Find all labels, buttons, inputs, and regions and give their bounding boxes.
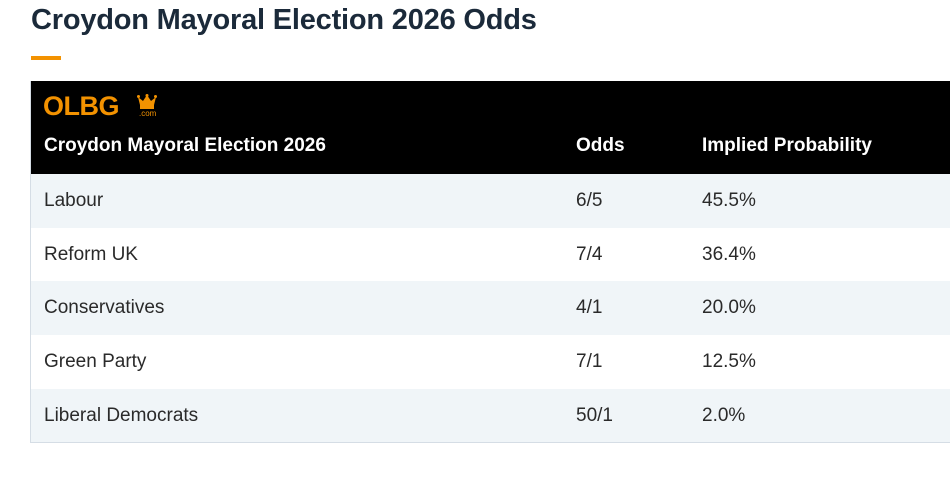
column-header-implied-probability: Implied Probability xyxy=(702,135,872,156)
implied-probability: 2.0% xyxy=(702,405,746,426)
implied-probability: 12.5% xyxy=(702,351,756,372)
odds-value: 50/1 xyxy=(576,405,613,426)
implied-probability: 36.4% xyxy=(702,244,756,265)
implied-probability: 45.5% xyxy=(702,190,756,211)
table-row: Conservatives 4/1 20.0% xyxy=(31,281,950,335)
table-row: Reform UK 7/4 36.4% xyxy=(31,228,950,282)
logo-text: OLBG xyxy=(43,91,120,121)
table-row: Labour 6/5 45.5% xyxy=(31,174,950,228)
column-header-odds: Odds xyxy=(576,135,625,156)
odds-value: 7/4 xyxy=(576,244,603,265)
column-header-market: Croydon Mayoral Election 2026 xyxy=(44,135,326,156)
candidate-name: Labour xyxy=(44,190,104,211)
implied-probability: 20.0% xyxy=(702,297,756,318)
candidate-name: Liberal Democrats xyxy=(44,405,199,426)
table-row: Liberal Democrats 50/1 2.0% xyxy=(31,389,950,442)
table-row: Green Party 7/1 12.5% xyxy=(31,335,950,389)
odds-value: 6/5 xyxy=(576,190,603,211)
odds-value: 7/1 xyxy=(576,351,603,372)
odds-value: 4/1 xyxy=(576,297,603,318)
candidate-name: Conservatives xyxy=(44,297,165,318)
olbg-logo[interactable]: OLBG .com xyxy=(43,90,163,122)
candidate-name: Green Party xyxy=(44,351,147,372)
odds-table: OLBG .com Croydon Mayoral Election 2026 … xyxy=(30,81,950,443)
logo-domain-suffix: .com xyxy=(139,109,157,118)
table-header: OLBG .com Croydon Mayoral Election 2026 … xyxy=(31,81,950,174)
title-underline xyxy=(31,56,61,60)
candidate-name: Reform UK xyxy=(44,244,138,265)
crown-icon xyxy=(137,94,157,109)
page-title: Croydon Mayoral Election 2026 Odds xyxy=(31,4,537,36)
